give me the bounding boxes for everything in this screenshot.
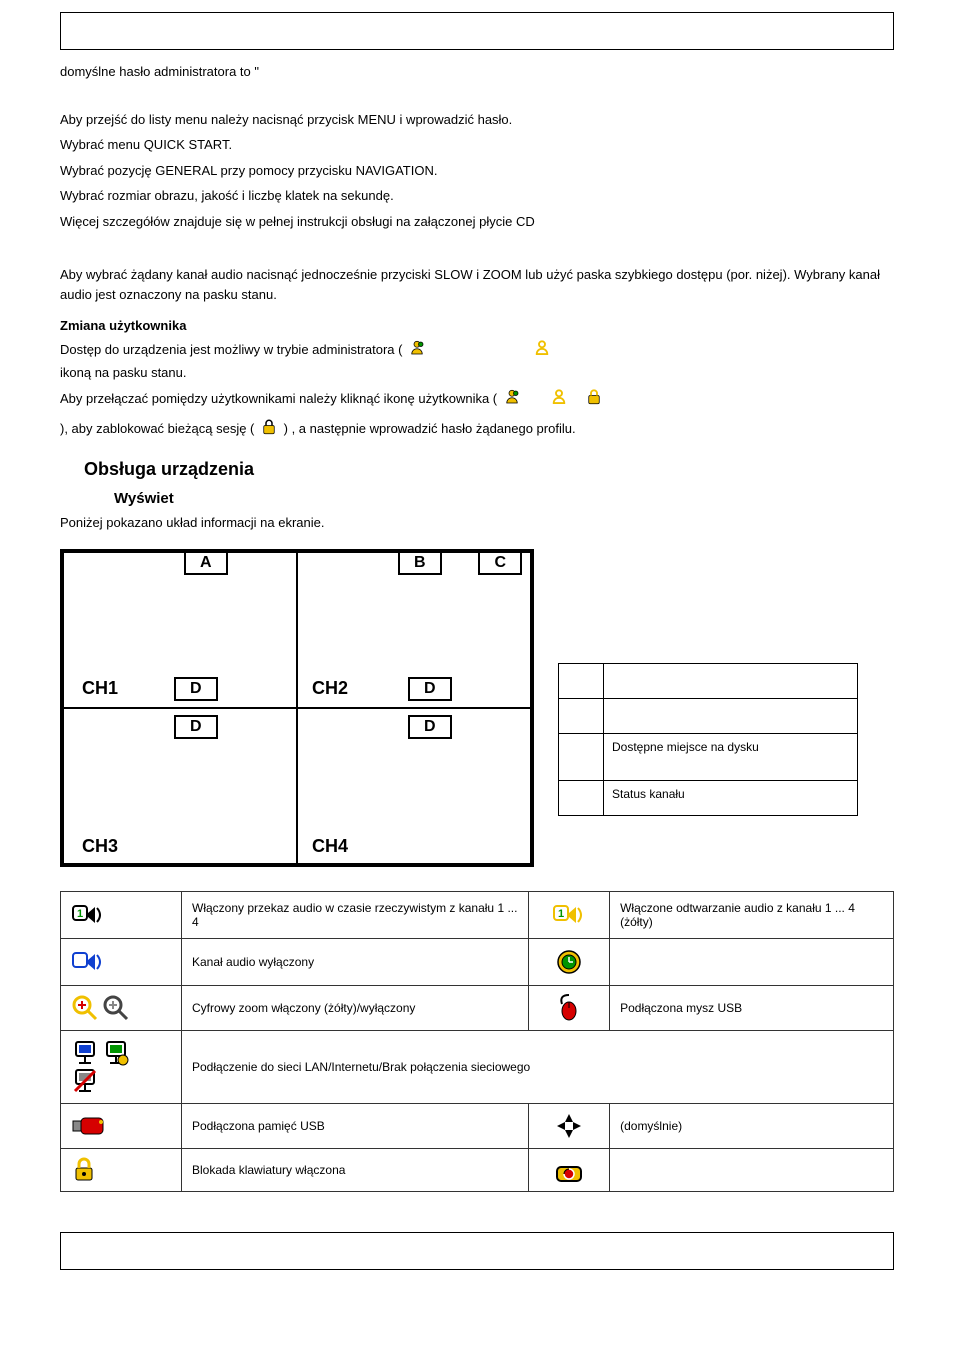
icon-mouse xyxy=(529,985,610,1030)
display-heading: Wyświet xyxy=(114,490,894,507)
side-r2-c1 xyxy=(559,698,604,733)
user-icon-yellow xyxy=(533,339,551,363)
label-CH3: CH3 xyxy=(82,836,118,857)
icon-desc-audio-live: Włączony przekaz audio w czasie rzeczywi… xyxy=(182,891,529,938)
user-switch-heading: Zmiana użytkownika xyxy=(60,318,894,333)
icon-desc-network: Podłączenie do sieci LAN/Internetu/Brak … xyxy=(182,1030,894,1103)
user-switch-p3a: ), aby zablokować bieżącą sesję ( xyxy=(60,421,254,436)
display-para: Poniżej pokazano układ informacji na ekr… xyxy=(60,513,894,533)
side-r4-c2: Status kanału xyxy=(604,780,858,815)
icon-desc-mouse: Podłączona mysz USB xyxy=(610,985,894,1030)
icon-desc-audio-off: Kanał audio wyłączony xyxy=(182,938,529,985)
user-switch-p2a: Aby przełączać pomiędzy użytkownikami na… xyxy=(60,391,497,406)
step-2: Wybrać menu QUICK START. xyxy=(60,135,894,155)
label-CH4: CH4 xyxy=(312,836,348,857)
icon-desc-ptz: (domyślnie) xyxy=(610,1103,894,1148)
user-switch-p1b: ikoną na pasku stanu. xyxy=(60,365,186,380)
user-switch-p3: ), aby zablokować bieżącą sesję ( ) , a … xyxy=(60,418,894,442)
diagram-row: A CH1 D B C CH2 D D CH3 D CH4 Dostępne m xyxy=(60,539,894,867)
icon-usb xyxy=(61,1103,182,1148)
label-CH2: CH2 xyxy=(312,678,348,699)
side-r4-c1 xyxy=(559,780,604,815)
quad-ch3: D CH3 xyxy=(63,708,297,864)
icon-legend-table: 1 Włączony przekaz audio w czasie rzeczy… xyxy=(60,891,894,1192)
label-A: A xyxy=(184,551,228,575)
quad-ch4: D CH4 xyxy=(297,708,531,864)
quad-ch2: B C CH2 D xyxy=(297,552,531,708)
label-D-1: D xyxy=(174,677,218,701)
screen-diagram: A CH1 D B C CH2 D D CH3 D CH4 xyxy=(60,549,534,867)
user-switch-p1a: Dostęp do urządzenia jest możliwy w tryb… xyxy=(60,342,402,357)
icon-desc-audio-play: Włączone odtwarzanie audio z kanału 1 ..… xyxy=(610,891,894,938)
label-C: C xyxy=(478,551,522,575)
device-heading: Obsługa urządzenia xyxy=(84,459,894,480)
label-D-4: D xyxy=(408,715,452,739)
icon-audio-live: 1 xyxy=(61,891,182,938)
side-r1-c2 xyxy=(604,663,858,698)
step-3: Wybrać pozycję GENERAL przy pomocy przyc… xyxy=(60,161,894,181)
admin-user-icon xyxy=(408,339,426,363)
icon-desc-usb: Podłączona pamięć USB xyxy=(182,1103,529,1148)
lock-icon-inline xyxy=(585,388,603,412)
side-r3-c1 xyxy=(559,733,604,780)
icon-timer xyxy=(529,938,610,985)
icon-desc-overwrite xyxy=(610,1148,894,1191)
page-header-frame xyxy=(60,12,894,50)
user-switch-p2: Aby przełączać pomiędzy użytkownikami na… xyxy=(60,388,894,412)
admin-user-icon-2 xyxy=(503,388,521,412)
page-footer-frame xyxy=(60,1232,894,1270)
user-icon-yellow-2 xyxy=(550,388,568,412)
svg-text:1: 1 xyxy=(558,908,564,920)
label-CH1: CH1 xyxy=(82,678,118,699)
lock-icon-inline-2 xyxy=(260,418,278,442)
icon-network xyxy=(61,1030,182,1103)
user-switch-p3b: ) , a następnie wprowadzić hasło żądaneg… xyxy=(284,421,576,436)
quad-ch1: A CH1 D xyxy=(63,552,297,708)
user-switch-p1: Dostęp do urządzenia jest możliwy w tryb… xyxy=(60,339,894,382)
icon-desc-timer xyxy=(610,938,894,985)
step-5: Więcej szczegółów znajduje się w pełnej … xyxy=(60,212,894,232)
side-r1-c1 xyxy=(559,663,604,698)
icon-ptz xyxy=(529,1103,610,1148)
icon-desc-zoom: Cyfrowy zoom włączony (żółty)/wyłączony xyxy=(182,985,529,1030)
step-4: Wybrać rozmiar obrazu, jakość i liczbę k… xyxy=(60,186,894,206)
side-legend-table: Dostępne miejsce na dysku Status kanału xyxy=(558,663,858,816)
label-D-2: D xyxy=(408,677,452,701)
icon-desc-keylock: Blokada klawiatury włączona xyxy=(182,1148,529,1191)
page-content: domyślne hasło administratora to " Aby p… xyxy=(0,62,954,1192)
icon-keylock xyxy=(61,1148,182,1191)
side-r2-c2 xyxy=(604,698,858,733)
label-B: B xyxy=(398,551,442,575)
icon-zoom xyxy=(61,985,182,1030)
label-D-3: D xyxy=(174,715,218,739)
default-password-text: domyślne hasło administratora to " xyxy=(60,62,894,82)
icon-overwrite xyxy=(529,1148,610,1191)
side-r3-c2: Dostępne miejsce na dysku xyxy=(604,733,858,780)
icon-audio-play: 1 xyxy=(529,891,610,938)
svg-text:1: 1 xyxy=(77,908,83,920)
audio-para: Aby wybrać żądany kanał audio nacisnąć j… xyxy=(60,265,894,304)
step-1: Aby przejść do listy menu należy nacisną… xyxy=(60,110,894,130)
icon-audio-off xyxy=(61,938,182,985)
